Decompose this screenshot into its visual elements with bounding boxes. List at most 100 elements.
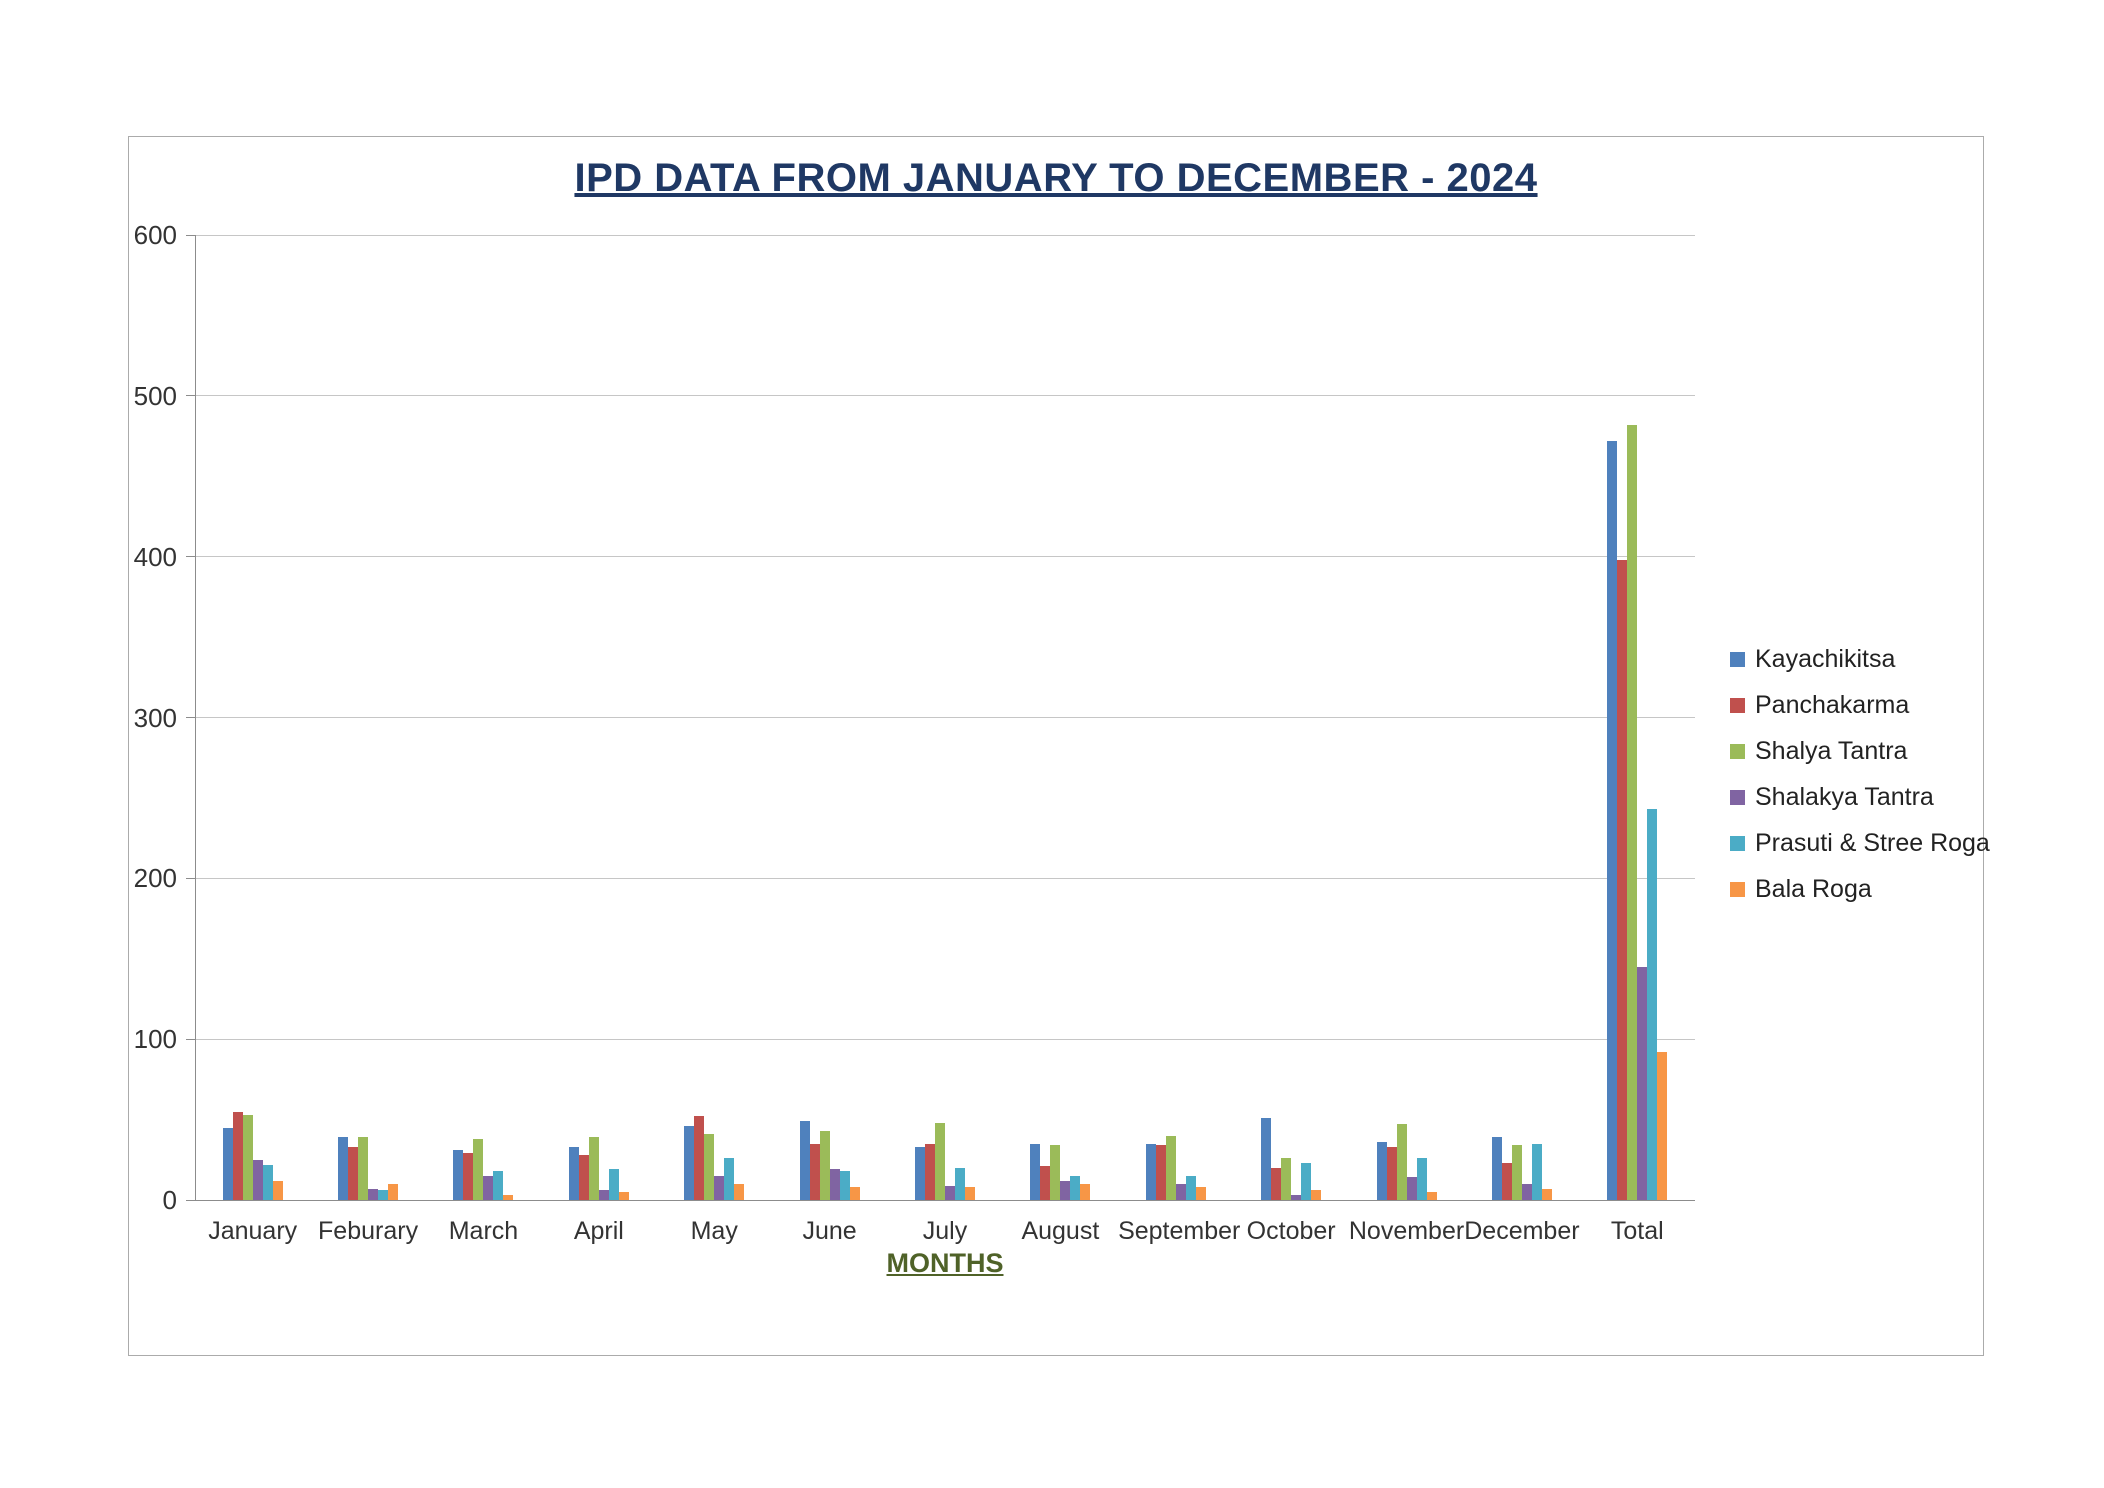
x-axis-category-label: September <box>1118 1217 1241 1245</box>
legend-swatch <box>1730 652 1745 667</box>
bar <box>714 1175 725 1200</box>
bar <box>1637 966 1648 1200</box>
bar <box>1531 1143 1542 1200</box>
bar <box>694 1116 705 1200</box>
bar <box>809 1143 820 1200</box>
bar <box>1301 1163 1312 1200</box>
bar <box>945 1185 955 1200</box>
bar <box>819 1130 830 1200</box>
bar <box>1050 1145 1061 1200</box>
bar <box>704 1134 715 1200</box>
x-axis-category-label: Feburary <box>318 1217 419 1245</box>
bar <box>1271 1167 1282 1200</box>
y-axis-tick-label: 300 <box>133 702 177 733</box>
x-axis-title: MONTHS <box>886 1248 1004 1278</box>
bar <box>358 1137 369 1200</box>
bar <box>272 1180 283 1200</box>
legend-label: Panchakarma <box>1755 691 1910 719</box>
y-axis-tick <box>186 1038 195 1040</box>
y-axis-tick <box>186 556 195 558</box>
bar <box>493 1171 504 1200</box>
gridline <box>195 395 1695 397</box>
bar <box>578 1154 589 1200</box>
x-axis-category-label: November <box>1348 1217 1465 1245</box>
bar <box>1657 1052 1668 1200</box>
legend-label: Prasuti & Stree Roga <box>1755 829 1990 857</box>
legend-swatch <box>1730 790 1745 805</box>
bar <box>252 1159 263 1200</box>
legend-label: Shalya Tantra <box>1755 737 1908 765</box>
bar <box>1426 1191 1437 1200</box>
x-axis-category-label: Total <box>1610 1217 1664 1245</box>
bar <box>1060 1180 1071 1200</box>
bar <box>829 1169 840 1200</box>
bar <box>1376 1142 1387 1200</box>
legend-item: Bala Roga <box>1730 875 1872 904</box>
gridline <box>195 556 1695 558</box>
y-axis-tick <box>186 877 195 879</box>
bar <box>1396 1124 1407 1200</box>
bar <box>1261 1117 1272 1200</box>
bar <box>1195 1187 1206 1200</box>
x-axis-category-label: June <box>802 1217 857 1245</box>
x-axis-category-label: March <box>448 1217 519 1245</box>
x-axis-category-label: August <box>1021 1217 1100 1245</box>
bar <box>1185 1175 1196 1200</box>
gridline <box>195 877 1695 879</box>
bar <box>1175 1183 1186 1200</box>
bar <box>368 1188 379 1200</box>
bar <box>262 1164 273 1200</box>
legend-item: Shalya Tantra <box>1730 737 1907 766</box>
bar <box>388 1183 399 1200</box>
bar <box>1617 559 1628 1200</box>
bar <box>453 1150 464 1200</box>
y-axis-tick-label: 400 <box>133 541 177 572</box>
legend-item: Panchakarma <box>1730 691 1909 720</box>
bar <box>955 1167 965 1200</box>
bar <box>1291 1195 1302 1200</box>
x-axis-category-label: October <box>1246 1217 1336 1245</box>
y-axis-tick <box>186 1199 195 1201</box>
bar <box>1386 1146 1397 1200</box>
bar <box>503 1195 514 1200</box>
bar <box>1281 1158 1292 1200</box>
y-axis-line <box>195 235 196 1200</box>
bar <box>1491 1137 1502 1200</box>
y-axis-tick-label: 200 <box>133 863 177 894</box>
bar <box>935 1122 945 1200</box>
bar <box>338 1137 349 1200</box>
y-axis-tick <box>186 717 195 718</box>
bar <box>348 1146 359 1200</box>
bar <box>849 1187 860 1200</box>
bar <box>463 1153 474 1200</box>
bar <box>684 1126 695 1200</box>
gridline <box>195 717 1695 718</box>
bar <box>925 1143 935 1200</box>
bar <box>242 1114 253 1200</box>
legend-swatch <box>1730 836 1745 851</box>
gridline <box>195 234 1695 236</box>
bar <box>1416 1158 1427 1200</box>
gridline <box>195 1038 1695 1040</box>
legend-swatch <box>1730 882 1745 897</box>
bar <box>1607 440 1618 1200</box>
bar <box>799 1121 810 1200</box>
x-axis-category-label: January <box>208 1217 298 1245</box>
bar <box>1647 809 1658 1200</box>
bar <box>1165 1135 1176 1200</box>
bar <box>608 1169 619 1200</box>
y-axis-tick-label: 600 <box>133 220 177 250</box>
bar <box>1501 1163 1512 1200</box>
bar <box>1080 1183 1091 1200</box>
bar <box>378 1190 389 1200</box>
x-axis-category-label: May <box>690 1217 738 1245</box>
bar <box>965 1187 975 1200</box>
bar <box>1406 1177 1417 1200</box>
bar <box>222 1127 233 1200</box>
legend-label: Shalakya Tantra <box>1755 783 1934 811</box>
legend-label: Kayachikitsa <box>1755 645 1896 673</box>
y-axis-tick-label: 100 <box>133 1024 177 1055</box>
legend-item: Shalakya Tantra <box>1730 783 1934 812</box>
bar <box>734 1183 745 1200</box>
bar <box>1030 1143 1041 1200</box>
